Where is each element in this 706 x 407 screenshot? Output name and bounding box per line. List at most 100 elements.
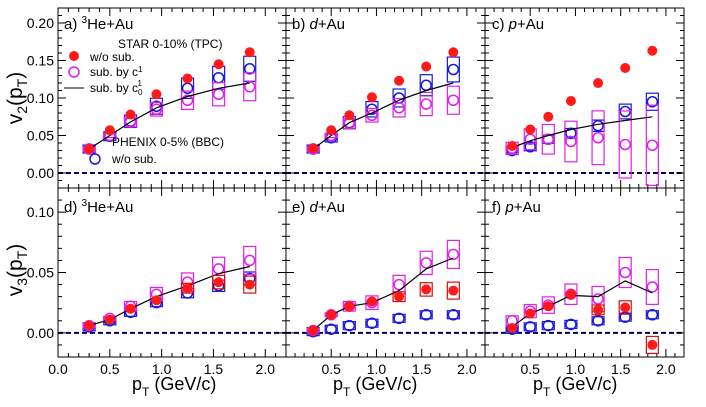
- panel-5-phenix-sys-box: [446, 310, 460, 320]
- y-axis-label-v3: v3(pT): [4, 244, 30, 297]
- panel-6-sub-c1-point: [619, 266, 631, 279]
- panel-4-star-point: [213, 277, 224, 288]
- panel-2-star-point: [448, 47, 459, 58]
- panel-1-star-point: [84, 144, 95, 154]
- legend-phenix-marker: [89, 153, 101, 165]
- panel-3-star-point: [507, 141, 518, 151]
- panel-5-sub-c1-sys-box: [419, 250, 433, 276]
- panel-3-phenix-sys-box: [591, 119, 605, 133]
- panel-6-star-point: [620, 302, 631, 313]
- panel-5-star-point: [326, 309, 337, 320]
- panel-2-sub-c0-line: [312, 82, 454, 150]
- panel-3-sub-c0-line: [511, 116, 653, 149]
- panel-5-sub-c1-point: [420, 257, 432, 269]
- panel-4-xtick-label: 1.5: [204, 361, 224, 377]
- panel-1-phenix-point: [212, 72, 225, 84]
- legend-phenix-header: PHENIX 0-5% (BBC): [112, 135, 224, 149]
- panel-1-ytick-label: 0.10: [27, 90, 54, 106]
- panel-5-xtick-label: 1.0: [367, 361, 387, 377]
- panel-3-sub-c1-sys-box: [541, 123, 555, 155]
- panel-1-star-point: [213, 59, 224, 70]
- panel-6-phenix-point: [646, 309, 659, 321]
- panel-3-sub-c1-sys-box: [618, 110, 632, 179]
- panel-1-ytick-label: 0.20: [27, 15, 54, 31]
- panel-5-phenix-point: [343, 319, 356, 332]
- panel-1-star-point: [151, 89, 162, 100]
- panel-3-phenix-sys-box: [645, 92, 659, 111]
- panel-2-star-point: [326, 125, 337, 136]
- x-axis-label-1: pT (GeV/c): [132, 374, 216, 399]
- panel-1-star-point: [104, 125, 115, 136]
- panel-5-star-point: [448, 285, 459, 296]
- panel-2-phenix-sys-box: [446, 56, 460, 83]
- panel-2-sub-c1-point: [447, 94, 460, 106]
- panel-1-sub-c1-sys-box: [180, 90, 195, 111]
- panel-2-sub-c1-sys-box: [392, 97, 406, 118]
- panel-titles: a) 3He+Au b) d+Au c) p+Au d) 3He+Au e) d…: [64, 15, 544, 216]
- panel-1-ytick-label: 0.15: [27, 53, 54, 69]
- panel-6-phenix-point: [524, 321, 536, 333]
- panel-6-sub-c1-sys-box: [645, 268, 659, 305]
- panel-6-star-point: [647, 339, 658, 350]
- panel-title-c: c) p+Au: [492, 16, 544, 33]
- panel-3-sub-c1-sys-box: [645, 104, 659, 186]
- panel-6-phenix-sys-box: [591, 316, 605, 326]
- panel-4-star-point: [104, 314, 115, 325]
- panel-6-phenix-sys-box: [541, 321, 555, 331]
- panel-1-sub-c1-point: [181, 94, 194, 106]
- panel-1-sub-c1-sys-box: [243, 72, 257, 102]
- panel-2-sub-c1-sys-box: [419, 91, 433, 117]
- legend-phenix-label: w/o sub.: [111, 152, 157, 166]
- panel-1-sub-c1-point: [150, 103, 163, 115]
- panel-3-sub-c1-point: [646, 139, 659, 151]
- panel-1-star-point: [125, 109, 136, 120]
- panel-5-xtick-label: 0.5: [321, 361, 341, 377]
- panel-3-sub-c1-point: [565, 135, 577, 148]
- panel-5-star-point: [421, 284, 432, 295]
- legend-star-label: w/o sub.: [89, 50, 135, 64]
- panel-4-star-sys-box: [243, 275, 257, 294]
- panel-6-phenix-point: [565, 318, 577, 331]
- panel-title-a: a) 3He+Au: [64, 15, 133, 33]
- panel-4-star-point: [84, 320, 95, 331]
- panel-6-xtick-label: 1.5: [611, 361, 631, 377]
- panel-title-b: b) d+Au: [292, 16, 345, 33]
- panel-4-sub-c1-sys-box: [212, 256, 226, 282]
- panel-5-phenix-sys-box: [392, 313, 406, 323]
- panel-4-sub-c1-sys-box: [243, 245, 257, 276]
- panel-5-phenix-point: [325, 323, 337, 335]
- panel-1-phenix-point: [181, 82, 194, 94]
- panel-3-star-point: [620, 63, 631, 73]
- panel-2-frame: [285, 7, 486, 189]
- panel-5-star-point: [308, 325, 319, 336]
- panel-2-star-point: [394, 75, 405, 86]
- panel-5-star-point: [394, 291, 405, 302]
- panel-6-phenix-sys-box: [523, 322, 537, 332]
- panel-6-phenix-sys-box: [618, 312, 632, 322]
- panel-2-sub-c1-point: [420, 98, 432, 110]
- panel-1-phenix-sys-box: [243, 55, 257, 82]
- panel-3-phenix-point: [592, 120, 604, 132]
- panel-5-xtick-label: 1.5: [412, 361, 432, 377]
- panel-6-star-point: [543, 301, 554, 312]
- panel-1-sub-c1-point: [212, 88, 225, 100]
- panel-2-star-point: [366, 92, 377, 103]
- panel-1-phenix-sys-box: [212, 65, 226, 90]
- panel-5-phenix-sys-box: [342, 321, 356, 331]
- panel-6-star-point: [525, 308, 536, 319]
- panel-4-ytick-label: 0.05: [27, 265, 54, 281]
- panel-2-sub-c1-point: [393, 102, 405, 114]
- panel-6-sub-c1-point: [646, 281, 659, 293]
- panel-6-star-point: [507, 323, 518, 334]
- panel-6-star-point: [565, 289, 576, 300]
- panel-6-star-sys-box: [618, 300, 632, 315]
- panel-title-d: d) 3He+Au: [64, 198, 133, 216]
- panel-5-star-point: [366, 296, 377, 307]
- panel-5-phenix-sys-box: [419, 310, 433, 320]
- x-axis-label-3: pT (GeV/c): [533, 374, 617, 399]
- panel-3-sub-c1-sys-box: [564, 120, 578, 163]
- panel-6-star-point: [593, 304, 604, 315]
- legend-sub-c0-label: sub. by c01: [90, 79, 143, 97]
- x-axis-label-2: pT (GeV/c): [333, 374, 417, 399]
